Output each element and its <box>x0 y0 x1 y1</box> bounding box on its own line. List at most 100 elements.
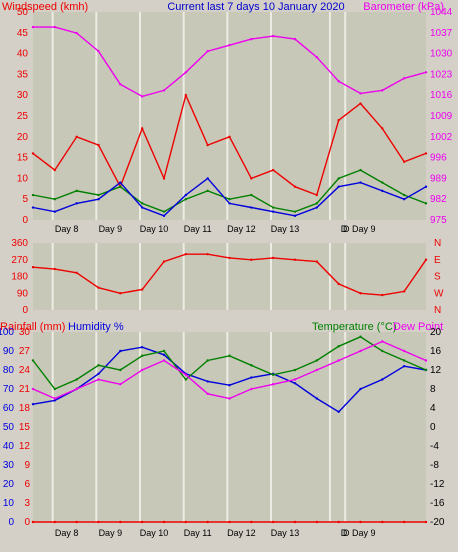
wind-series-magenta-point <box>424 71 428 74</box>
wind-series-green-point <box>250 193 253 197</box>
temp-y-tick: 12 <box>430 365 442 376</box>
direction-series-point <box>381 293 384 297</box>
humidity-series-magenta-point <box>97 378 100 381</box>
direction-series-point <box>271 256 275 260</box>
wind-series-green-point <box>424 202 428 205</box>
wind-series-red-point <box>381 127 384 130</box>
temp-y-tick: 0 <box>430 422 436 433</box>
humidity-series-red-point <box>228 520 231 524</box>
humidity-y-tick: 90 <box>3 346 15 357</box>
humidity-series-magenta-point <box>53 397 57 400</box>
rain-y-tick: 3 <box>24 498 30 509</box>
x-tick-label: Day 12 <box>227 224 256 234</box>
rain-y-tick: 21 <box>19 384 31 395</box>
barometer-header: Barometer (kPa) <box>363 1 444 13</box>
direction-y-tick: 180 <box>11 272 28 283</box>
wind-series-blue-point <box>250 206 253 209</box>
wind-series-magenta-point <box>53 25 57 29</box>
wind-series-magenta-point <box>75 31 78 35</box>
wind-series-magenta-point <box>31 25 35 29</box>
wind-series-red-point <box>293 185 297 188</box>
humidity-series-blue-point <box>402 365 406 368</box>
barometer-y-tick: 975 <box>430 215 447 226</box>
temperature-header: Temperature (°C) <box>312 321 396 333</box>
humidity-series-blue-point <box>206 380 209 383</box>
compass-y-tick: W <box>434 288 444 299</box>
wind-series-magenta-point <box>293 37 297 41</box>
wind-y-tick: 50 <box>17 7 29 18</box>
direction-plot-area <box>33 243 426 310</box>
wind-plot-area <box>33 12 426 220</box>
humidity-y-tick: 0 <box>8 517 14 528</box>
humidity-series-green-point <box>337 345 340 348</box>
wind-series-magenta-point <box>381 89 384 92</box>
humidity-series-green-point <box>250 364 253 367</box>
wind-series-green-point <box>31 193 35 197</box>
rain-y-tick: 12 <box>19 441 31 452</box>
humidity-series-red-point <box>293 520 297 524</box>
wind-series-green-point <box>228 198 231 201</box>
temp-y-tick: -4 <box>430 441 439 452</box>
wind-series-magenta-point <box>315 56 319 59</box>
wind-series-blue-point <box>31 206 35 209</box>
rain-y-tick: 18 <box>19 403 31 414</box>
wind-series-blue-point <box>337 185 340 188</box>
date-title: Current last 7 days 10 January 2020 <box>167 1 344 13</box>
wind-series-blue-point <box>140 206 144 209</box>
wind-series-blue-point <box>184 193 188 197</box>
wind-series-blue-point <box>381 189 384 193</box>
wind-series-green-point <box>402 193 406 197</box>
humidity-header: Humidity % <box>68 321 124 333</box>
humidity-y-tick: 20 <box>3 479 15 490</box>
wind-series-magenta-point <box>271 34 275 38</box>
wind-series-red-point <box>402 160 406 163</box>
wind-series-blue-point <box>359 181 362 184</box>
direction-series-point <box>206 252 209 256</box>
wind-series-blue-point <box>402 198 406 201</box>
humidity-series-blue-point <box>31 403 35 406</box>
wind-series-red-point <box>53 168 57 172</box>
humidity-y-tick: 60 <box>3 403 15 414</box>
humidity-series-red-point <box>359 520 362 524</box>
wind-series-blue-point <box>315 206 319 209</box>
wind-y-tick: 0 <box>22 215 28 226</box>
humidity-series-blue-point <box>337 410 340 413</box>
x-tick-label: Day 12 <box>227 528 256 538</box>
wind-series-green-point <box>162 210 166 213</box>
compass-y-tick: N <box>434 305 441 316</box>
x-tick-label: Day 8 <box>55 224 79 234</box>
wind-series-red-point <box>228 135 231 138</box>
barometer-y-tick: 1009 <box>430 111 453 122</box>
temp-y-tick: 20 <box>430 327 442 338</box>
barometer-y-tick: 982 <box>430 194 447 205</box>
rain-y-tick: 30 <box>19 327 31 338</box>
humidity-series-blue-point <box>53 399 57 402</box>
humidity-y-tick: 70 <box>3 384 15 395</box>
wind-series-blue-point <box>424 185 428 188</box>
wind-series-green-point <box>337 177 340 180</box>
humidity-series-magenta-point <box>228 397 231 400</box>
wind-series-magenta-point <box>402 77 406 80</box>
direction-y-tick: 270 <box>11 255 28 266</box>
wind-series-magenta-point <box>337 80 340 83</box>
barometer-y-tick: 989 <box>430 173 447 184</box>
humidity-series-red-point <box>75 520 78 524</box>
wind-series-magenta-point <box>228 43 231 47</box>
rain-y-tick: 27 <box>19 346 31 357</box>
humidity-series-red-point <box>140 520 144 524</box>
direction-series-point <box>31 265 35 269</box>
x-tick-label: Day 13 <box>271 528 300 538</box>
barometer-y-tick: 1016 <box>430 90 453 101</box>
wind-series-red-point <box>250 177 253 180</box>
wind-series-red-point <box>206 143 209 147</box>
x-tick-label: Day 9 <box>99 528 123 538</box>
humidity-series-magenta-point <box>119 383 122 386</box>
x-tick-label: Day 10 <box>140 224 169 234</box>
wind-y-tick: 10 <box>17 173 29 184</box>
rain-y-tick: 0 <box>24 517 30 528</box>
rain-y-tick: 9 <box>24 460 30 471</box>
humidity-series-blue-point <box>293 382 297 385</box>
wind-y-tick: 40 <box>17 49 29 60</box>
humidity-series-magenta-point <box>293 378 297 381</box>
humidity-series-green-point <box>315 359 319 362</box>
